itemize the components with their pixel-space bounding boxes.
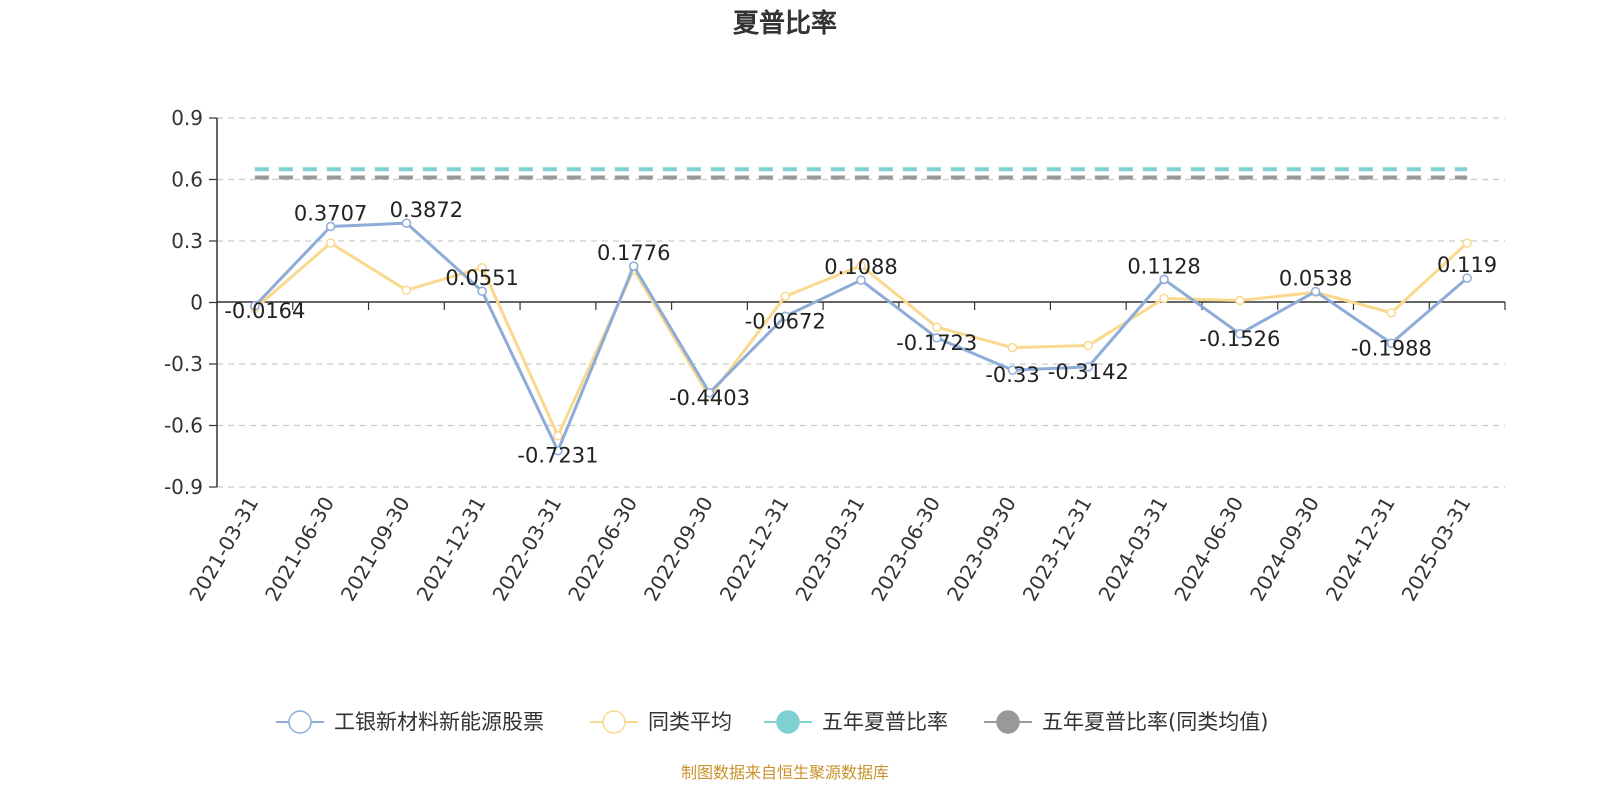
y-tick-label: 0.3	[171, 229, 203, 253]
data-label: 0.1088	[824, 255, 897, 279]
data-point	[1007, 365, 1018, 375]
data-point	[477, 286, 487, 296]
grid-lines	[217, 117, 1505, 488]
data-point	[325, 221, 336, 232]
data-point	[932, 333, 942, 343]
data-point	[780, 291, 790, 302]
data-label: 0.3707	[294, 202, 367, 226]
x-tick-label: 2023-06-30	[866, 492, 945, 605]
legend-marker	[776, 710, 800, 734]
x-tick-label: 2023-09-30	[942, 493, 1021, 606]
source-note: 制图数据来自恒生聚源数据库	[681, 763, 889, 782]
x-tick-label: 2025-03-31	[1397, 493, 1476, 606]
x-tick-label: 2024-03-31	[1093, 493, 1172, 606]
data-label: 0.0538	[1279, 266, 1352, 290]
legend-item[interactable]: 同类平均	[590, 710, 732, 734]
data-point	[250, 301, 260, 311]
data-point	[856, 275, 866, 285]
data-point	[1007, 342, 1018, 353]
legend-marker	[996, 710, 1020, 734]
data-point	[325, 238, 336, 248]
data-label: -0.1526	[1199, 327, 1280, 351]
x-tick-label: 2022-06-30	[563, 493, 642, 606]
legend-label: 同类平均	[648, 710, 732, 734]
legend-marker	[602, 710, 626, 734]
chart-title: 夏普比率	[733, 8, 837, 39]
reference-lines	[254, 167, 1468, 180]
data-label: 0.1128	[1127, 254, 1200, 278]
axes: 0.9 0.6 0.3 0 -0.3 -0.6 -0.92021-03-312021-06-…	[164, 106, 1506, 606]
data-label: -0.7231	[517, 444, 598, 468]
data-point	[1159, 293, 1169, 304]
data-point	[401, 218, 412, 228]
data-point	[1235, 329, 1245, 339]
y-tick-label: -0.3	[164, 352, 203, 376]
data-labels: -0.0164 0.3707 0.3872 0.0551 -0.7231 0.1776 -0…	[224, 198, 1497, 468]
x-tick-label: 2021-03-31	[184, 493, 263, 606]
legend-label: 五年夏普比率	[822, 710, 948, 734]
data-point	[1083, 362, 1094, 372]
x-tick-label: 2023-12-31	[1018, 493, 1097, 606]
data-point	[856, 260, 866, 271]
data-point	[1159, 274, 1169, 285]
data-label: -0.33	[985, 363, 1039, 387]
data-point	[401, 285, 412, 295]
data-point	[1235, 295, 1245, 306]
data-point	[1083, 340, 1094, 351]
data-point	[553, 445, 563, 456]
series-lines	[250, 218, 1472, 456]
y-tick-label: 0.9	[171, 106, 203, 130]
legend-label: 工银新材料新能源股票	[334, 710, 544, 734]
x-tick-label: 2023-03-31	[790, 493, 869, 606]
data-label: -0.0164	[224, 299, 305, 323]
x-tick-label: 2024-06-30	[1169, 493, 1248, 606]
x-tick-label: 2021-09-30	[336, 492, 415, 605]
data-point	[704, 388, 715, 398]
data-label: -0.4403	[669, 386, 750, 410]
data-point	[628, 261, 639, 271]
x-tick-label: 2021-06-30	[260, 493, 339, 606]
y-tick-label: 0	[190, 291, 203, 315]
x-tick-label: 2022-12-31	[715, 493, 794, 606]
data-label: 0.1776	[597, 241, 670, 265]
data-label: -0.1723	[896, 331, 977, 355]
data-point	[1310, 286, 1321, 297]
data-label: 0.3872	[390, 198, 463, 222]
x-tick-label: 2024-12-31	[1321, 493, 1400, 606]
legend-marker	[288, 710, 312, 734]
data-point	[1462, 273, 1472, 283]
data-label: 0.0551	[445, 266, 518, 290]
legend-item[interactable]: 五年夏普比率	[764, 710, 948, 734]
legend-label: 五年夏普比率(同类均值)	[1042, 710, 1268, 734]
data-point	[1462, 238, 1472, 248]
data-label: -0.1988	[1351, 336, 1432, 360]
data-point	[553, 431, 563, 441]
x-tick-label: 2024-09-30	[1245, 493, 1324, 606]
legend-item[interactable]: 五年夏普比率(同类均值)	[984, 710, 1268, 734]
y-tick-label: 0.6	[171, 168, 203, 192]
data-point	[932, 322, 942, 332]
data-point	[1386, 338, 1397, 349]
data-label: -0.3142	[1048, 360, 1129, 384]
legend-item[interactable]: 工银新材料新能源股票	[276, 710, 544, 734]
x-tick-label: 2021-12-31	[412, 493, 491, 606]
data-label: 0.119	[1437, 253, 1497, 277]
legend[interactable]: 工银新材料新能源股票 同类平均 五年夏普比率 五年夏普比率(同类均值)	[276, 710, 1268, 734]
x-tick-label: 2022-03-31	[487, 493, 566, 606]
data-point	[780, 311, 790, 322]
y-tick-label: -0.9	[164, 475, 203, 499]
y-tick-label: -0.6	[164, 414, 203, 438]
data-point	[1386, 308, 1397, 318]
data-point	[477, 262, 487, 273]
x-tick-label: 2022-09-30	[639, 493, 718, 606]
data-label: -0.0672	[745, 309, 826, 333]
